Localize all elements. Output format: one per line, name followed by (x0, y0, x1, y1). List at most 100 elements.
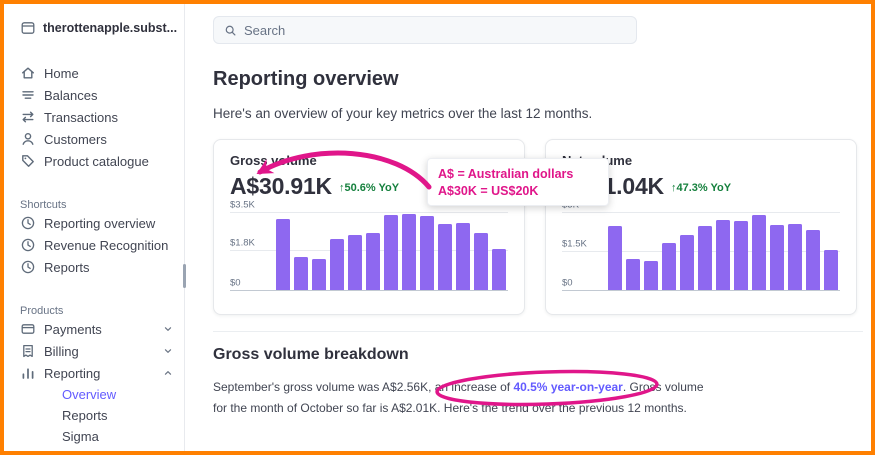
chart-bar (402, 214, 416, 290)
sidebar-item-label: Revenue Recognition (44, 237, 169, 253)
chart-bar (348, 235, 362, 290)
chart-bar (312, 258, 326, 290)
chart-gridline (230, 290, 508, 291)
chevron-down-icon[interactable] (162, 345, 174, 357)
chart-bar (330, 238, 344, 290)
chart-bar (716, 219, 730, 290)
sidebar-item-label: Reporting overview (44, 215, 156, 231)
search-icon (224, 24, 237, 37)
chart-bar (680, 235, 694, 290)
annotation-line2: A$30K = US$20K (438, 184, 539, 198)
search-input[interactable]: Search (213, 16, 637, 44)
chart-bar (420, 216, 434, 290)
chart-tick-label: $0 (230, 277, 241, 289)
sidebar-item-label: Billing (44, 343, 79, 359)
sidebar-sections: Shortcuts Reporting overview Revenue Recog… (20, 198, 178, 447)
clock-icon (20, 215, 36, 231)
sidebar-item-reporting-overview[interactable]: Reporting overview (20, 212, 178, 234)
chart-bar (806, 230, 820, 290)
chart-bar (492, 248, 506, 290)
transactions-icon (20, 109, 36, 125)
chart-bar (752, 214, 766, 290)
sidebar-subitem-overview[interactable]: Overview (62, 387, 117, 402)
chart-bar (662, 243, 676, 290)
chart-bar (366, 233, 380, 290)
sidebar-item-revenue-recognition[interactable]: Revenue Recognition (20, 234, 178, 256)
sidebar-item-label: Home (44, 65, 79, 81)
sidebar-item-transactions[interactable]: Transactions (20, 106, 178, 128)
sidebar-item-label: Payments (44, 321, 102, 337)
sidebar-item-payments[interactable]: Payments (20, 318, 178, 340)
sidebar-item-label: Transactions (44, 109, 118, 125)
home-icon (20, 65, 36, 81)
breakdown-paragraph: September's gross volume was A$2.56K, an… (213, 377, 705, 418)
chart-gridline (230, 212, 508, 213)
sidebar-item-reports[interactable]: Reports (20, 256, 178, 278)
sidebar: therottenapple.subst... Home Balances Tran… (4, 4, 186, 451)
card-yoy-badge: ↑47.3% YoY (670, 182, 732, 194)
chart-bar (474, 233, 488, 290)
paragraph-text-before: September's gross volume was A$2.56K, an… (213, 380, 514, 394)
net-volume-chart: $3K$1.5K$0 (562, 199, 840, 291)
chart-bar (788, 223, 802, 290)
chart-tick-label: $3.5K (230, 199, 255, 211)
page-subtitle: Here's an overview of your key metrics o… (213, 106, 593, 121)
page-title: Reporting overview (213, 68, 399, 90)
sidebar-scrollbar-thumb[interactable] (183, 264, 186, 288)
card-yoy-badge: ↑50.6% YoY (338, 182, 400, 194)
chart-gridline (562, 290, 840, 291)
sidebar-section-label: Products (20, 305, 64, 317)
card-value: A$30.91K (230, 173, 332, 199)
sidebar-section-label: Shortcuts (20, 199, 67, 211)
reporting-icon (20, 365, 36, 381)
clock-icon (20, 259, 36, 275)
chart-bar (456, 223, 470, 290)
sidebar-item-label: Customers (44, 131, 107, 147)
chevron-up-icon[interactable] (162, 367, 174, 379)
chart-bars (276, 212, 506, 290)
search-placeholder: Search (244, 22, 286, 38)
balances-icon (20, 87, 36, 103)
payments-icon (20, 321, 36, 337)
account-switcher[interactable]: therottenapple.subst... (20, 20, 178, 36)
sidebar-item-customers[interactable]: Customers (20, 128, 178, 150)
chart-bar (276, 218, 290, 290)
chart-bar (438, 224, 452, 290)
annotation-line1: A$ = Australian dollars (438, 167, 574, 181)
sidebar-item-label: Balances (44, 87, 98, 103)
chart-bars (608, 212, 838, 290)
chart-bar (644, 261, 658, 290)
breakdown-heading: Gross volume breakdown (213, 346, 409, 363)
chart-tick-label: $1.5K (562, 238, 587, 250)
chart-bar (824, 249, 838, 290)
customers-icon (20, 131, 36, 147)
sidebar-item-home[interactable]: Home (20, 62, 178, 84)
clock-icon (20, 237, 36, 253)
chart-gridline (562, 212, 840, 213)
sidebar-item-product-catalogue[interactable]: Product catalogue (20, 150, 178, 172)
chart-bar (698, 226, 712, 290)
chart-tick-label: $0 (562, 277, 573, 289)
sidebar-subitem-reports[interactable]: Reports (62, 408, 108, 423)
chart-bar (626, 258, 640, 290)
sidebar-item-label: Reporting (44, 365, 101, 381)
yoy-highlight: 40.5% year-on-year (513, 380, 623, 394)
sidebar-item-balances[interactable]: Balances (20, 84, 178, 106)
sidebar-item-label: Reports (44, 259, 90, 275)
sidebar-subitem-sigma[interactable]: Sigma (62, 429, 99, 444)
sidebar-item-billing[interactable]: Billing (20, 340, 178, 362)
sidebar-item-reporting[interactable]: Reporting (20, 362, 178, 384)
gross-volume-chart: $3.5K $1.8K $0 (230, 199, 508, 291)
chart-bar (294, 256, 308, 290)
gross-volume-breakdown-section: Gross volume breakdown September's gross… (213, 331, 863, 418)
chart-bar (734, 221, 748, 290)
sidebar-item-label: Product catalogue (44, 153, 149, 169)
account-name: therottenapple.subst... (43, 21, 178, 35)
account-icon (20, 20, 36, 36)
chevron-down-icon[interactable] (162, 323, 174, 335)
catalogue-icon (20, 153, 36, 169)
main-content: Search Reporting overview Here's an over… (213, 4, 863, 451)
chart-tick-label: $1.8K (230, 237, 255, 249)
chart-bar (384, 215, 398, 290)
sidebar-nav: Home Balances Transactions Customers Product… (20, 62, 178, 172)
